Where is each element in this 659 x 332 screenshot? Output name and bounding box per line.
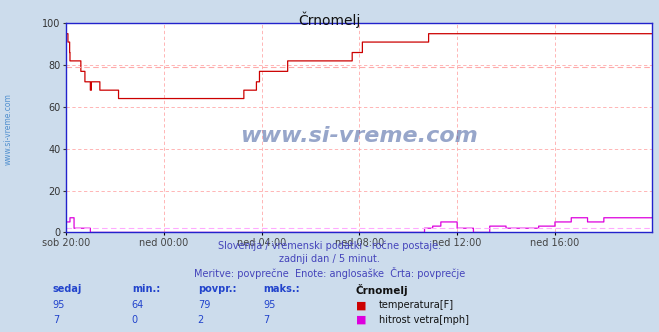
- Text: ■: ■: [356, 315, 366, 325]
- Text: Črnomelj: Črnomelj: [356, 284, 409, 296]
- Text: 7: 7: [53, 315, 59, 325]
- Text: zadnji dan / 5 minut.: zadnji dan / 5 minut.: [279, 254, 380, 264]
- Text: 7: 7: [264, 315, 270, 325]
- Text: 95: 95: [264, 300, 276, 310]
- Text: Meritve: povprečne  Enote: anglosaške  Črta: povprečje: Meritve: povprečne Enote: anglosaške Črt…: [194, 267, 465, 279]
- Text: 95: 95: [53, 300, 65, 310]
- Text: Črnomelj: Črnomelj: [299, 12, 360, 28]
- Text: www.si-vreme.com: www.si-vreme.com: [241, 126, 478, 146]
- Text: 64: 64: [132, 300, 144, 310]
- Text: min.:: min.:: [132, 284, 160, 294]
- Text: www.si-vreme.com: www.si-vreme.com: [4, 94, 13, 165]
- Text: 0: 0: [132, 315, 138, 325]
- Text: Slovenija / vremenski podatki - ročne postaje.: Slovenija / vremenski podatki - ročne po…: [218, 241, 441, 251]
- Text: povpr.:: povpr.:: [198, 284, 236, 294]
- Text: 2: 2: [198, 315, 204, 325]
- Text: maks.:: maks.:: [264, 284, 301, 294]
- Text: hitrost vetra[mph]: hitrost vetra[mph]: [379, 315, 469, 325]
- Text: ■: ■: [356, 300, 366, 310]
- Text: temperatura[F]: temperatura[F]: [379, 300, 454, 310]
- Text: 79: 79: [198, 300, 210, 310]
- Text: sedaj: sedaj: [53, 284, 82, 294]
